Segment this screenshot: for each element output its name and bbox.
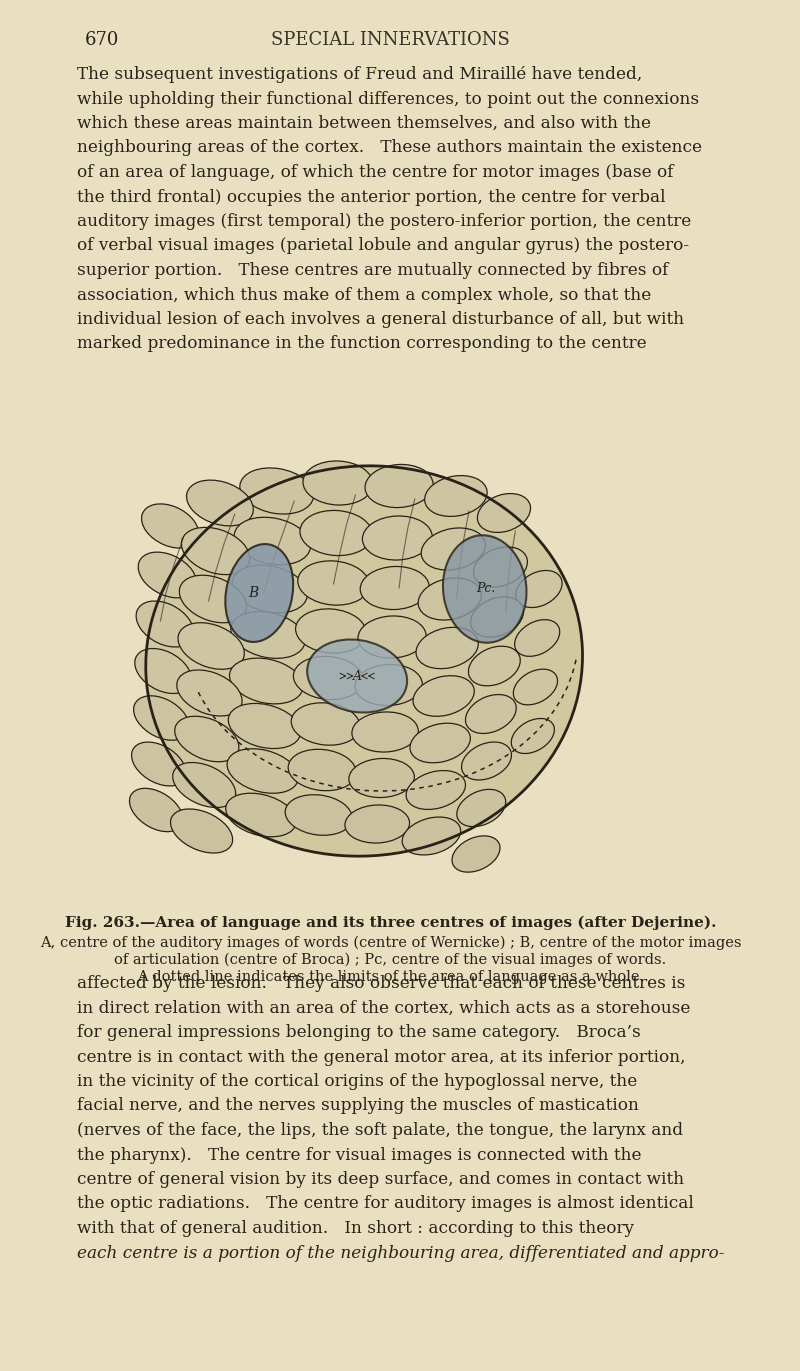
Text: of articulation (centre of Broca) ; Pc, centre of the visual images of words.: of articulation (centre of Broca) ; Pc, … (114, 953, 666, 968)
Ellipse shape (234, 517, 310, 565)
Text: facial nerve, and the nerves supplying the muscles of mastication: facial nerve, and the nerves supplying t… (78, 1098, 639, 1115)
Text: of verbal visual images (parietal lobule and angular gyrus) the postero-: of verbal visual images (parietal lobule… (78, 237, 690, 255)
Ellipse shape (462, 742, 511, 780)
Ellipse shape (413, 676, 474, 716)
Text: the pharynx).   The centre for visual images is connected with the: the pharynx). The centre for visual imag… (78, 1146, 642, 1164)
Ellipse shape (514, 620, 560, 657)
Text: auditory images (first temporal) the postero-inferior portion, the centre: auditory images (first temporal) the pos… (78, 213, 692, 230)
Text: The subsequent investigations of Freud and Miraillé have tended,: The subsequent investigations of Freud a… (78, 66, 642, 84)
Ellipse shape (182, 528, 250, 574)
Ellipse shape (349, 758, 414, 798)
Text: Fig. 263.—Area of language and its three centres of images (after Dejerine).: Fig. 263.—Area of language and its three… (65, 916, 716, 931)
Text: individual lesion of each involves a general disturbance of all, but with: individual lesion of each involves a gen… (78, 311, 685, 328)
Text: marked predominance in the function corresponding to the centre: marked predominance in the function corr… (78, 336, 647, 352)
Ellipse shape (418, 579, 482, 620)
Ellipse shape (345, 805, 410, 843)
Ellipse shape (514, 669, 558, 705)
Ellipse shape (142, 505, 198, 548)
Ellipse shape (466, 695, 516, 733)
Ellipse shape (134, 648, 191, 694)
Text: A: A (353, 669, 362, 683)
Text: 670: 670 (85, 32, 119, 49)
Ellipse shape (298, 561, 370, 605)
Text: in direct relation with an area of the cortex, which acts as a storehouse: in direct relation with an area of the c… (78, 999, 691, 1016)
Text: for general impressions belonging to the same category.   Broca’s: for general impressions belonging to the… (78, 1024, 642, 1041)
Ellipse shape (178, 622, 244, 669)
Ellipse shape (358, 616, 426, 658)
Ellipse shape (285, 795, 352, 835)
Text: A dotted line indicates the limits of the area of language as a whole.: A dotted line indicates the limits of th… (137, 971, 644, 984)
Ellipse shape (291, 703, 360, 746)
Ellipse shape (170, 809, 233, 853)
Ellipse shape (227, 749, 298, 794)
Ellipse shape (130, 788, 182, 832)
Ellipse shape (173, 762, 236, 808)
Text: of an area of language, of which the centre for motor images (base of: of an area of language, of which the cen… (78, 165, 674, 181)
Text: the optic radiations.   The centre for auditory images is almost identical: the optic radiations. The centre for aud… (78, 1196, 694, 1212)
Ellipse shape (174, 716, 239, 762)
Ellipse shape (134, 696, 189, 740)
Ellipse shape (186, 480, 254, 526)
Text: superior portion.   These centres are mutually connected by fibres of: superior portion. These centres are mutu… (78, 262, 669, 280)
Ellipse shape (422, 528, 486, 570)
Ellipse shape (179, 576, 246, 622)
Text: each centre is a portion of the neighbouring area, differentiated and appro-: each centre is a portion of the neighbou… (78, 1245, 725, 1261)
Text: A, centre of the auditory images of words (centre of Wernicke) ; B, centre of th: A, centre of the auditory images of word… (40, 936, 741, 950)
Ellipse shape (295, 609, 366, 653)
Ellipse shape (406, 771, 466, 809)
Ellipse shape (355, 665, 422, 706)
Ellipse shape (226, 544, 294, 642)
Ellipse shape (146, 466, 582, 856)
Ellipse shape (425, 476, 487, 517)
Ellipse shape (303, 461, 373, 505)
Ellipse shape (511, 718, 554, 754)
Text: association, which thus make of them a complex whole, so that the: association, which thus make of them a c… (78, 287, 652, 303)
Ellipse shape (294, 657, 363, 699)
Ellipse shape (478, 494, 530, 532)
Ellipse shape (365, 465, 433, 507)
Text: centre of general vision by its deep surface, and comes in contact with: centre of general vision by its deep sur… (78, 1171, 685, 1189)
Ellipse shape (469, 646, 520, 686)
Ellipse shape (232, 565, 307, 613)
Text: neighbouring areas of the cortex.   These authors maintain the existence: neighbouring areas of the cortex. These … (78, 140, 702, 156)
Text: with that of general audition.   In short : according to this theory: with that of general audition. In short … (78, 1220, 634, 1237)
Ellipse shape (443, 535, 526, 643)
Ellipse shape (288, 750, 356, 791)
Ellipse shape (240, 468, 314, 514)
Text: while upholding their functional differences, to point out the connexions: while upholding their functional differe… (78, 90, 699, 107)
Text: in the vicinity of the cortical origins of the hypoglossal nerve, the: in the vicinity of the cortical origins … (78, 1073, 638, 1090)
Ellipse shape (228, 703, 301, 749)
Text: centre is in contact with the general motor area, at its inferior portion,: centre is in contact with the general mo… (78, 1049, 686, 1065)
Text: affected by the lesion.   They also observe that each of these centres is: affected by the lesion. They also observ… (78, 975, 686, 993)
Ellipse shape (410, 723, 470, 762)
Ellipse shape (470, 596, 523, 638)
Ellipse shape (307, 639, 407, 713)
Ellipse shape (402, 817, 461, 856)
Ellipse shape (457, 790, 506, 827)
Ellipse shape (360, 566, 430, 610)
Ellipse shape (452, 836, 500, 872)
Ellipse shape (177, 670, 242, 716)
Ellipse shape (231, 611, 305, 658)
Ellipse shape (300, 510, 372, 555)
Text: B: B (248, 585, 258, 600)
Ellipse shape (474, 547, 527, 587)
Ellipse shape (136, 600, 194, 647)
Ellipse shape (416, 628, 478, 669)
Ellipse shape (516, 570, 562, 607)
Text: SPECIAL INNERVATIONS: SPECIAL INNERVATIONS (271, 32, 510, 49)
Text: which these areas maintain between themselves, and also with the: which these areas maintain between thems… (78, 115, 651, 132)
Ellipse shape (226, 794, 296, 836)
Text: the third frontal) occupies the anterior portion, the centre for verbal: the third frontal) occupies the anterior… (78, 188, 666, 206)
Ellipse shape (352, 712, 418, 753)
Ellipse shape (138, 553, 197, 598)
Text: (nerves of the face, the lips, the soft palate, the tongue, the larynx and: (nerves of the face, the lips, the soft … (78, 1121, 683, 1139)
Ellipse shape (131, 742, 186, 786)
Text: Pc.: Pc. (476, 583, 495, 595)
Ellipse shape (230, 658, 303, 703)
Ellipse shape (362, 515, 432, 559)
